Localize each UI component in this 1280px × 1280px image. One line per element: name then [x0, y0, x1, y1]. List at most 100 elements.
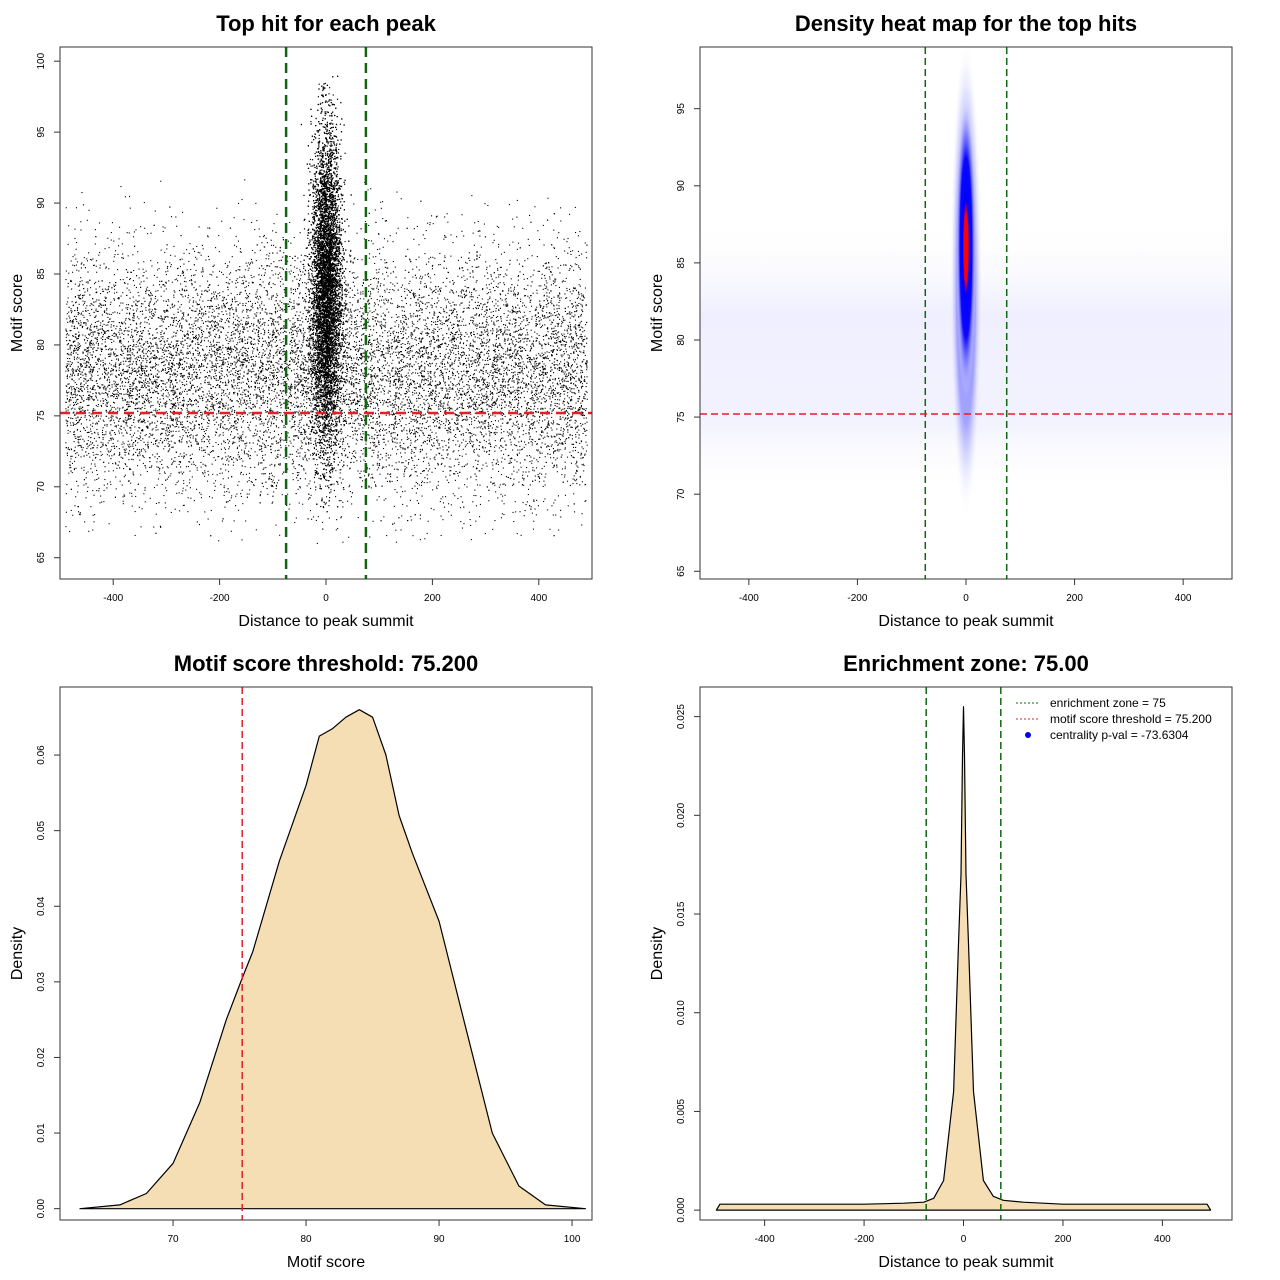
scatter-point	[527, 418, 529, 420]
scatter-point	[139, 408, 141, 410]
scatter-point	[532, 387, 534, 389]
scatter-point	[553, 296, 555, 298]
scatter-point	[413, 313, 415, 315]
scatter-point	[211, 369, 213, 371]
scatter-point	[452, 242, 454, 244]
scatter-point	[71, 312, 73, 314]
scatter-point	[281, 392, 283, 394]
scatter-point	[367, 427, 369, 429]
scatter-point	[129, 359, 131, 361]
scatter-point	[136, 316, 138, 318]
scatter-point	[82, 325, 84, 327]
scatter-point	[199, 369, 201, 371]
scatter-point	[128, 232, 130, 234]
scatter-point	[123, 338, 125, 340]
scatter-point	[288, 385, 290, 387]
scatter-point	[138, 393, 140, 395]
scatter-point	[198, 337, 200, 339]
scatter-point	[104, 311, 106, 313]
scatter-point	[417, 299, 419, 301]
scatter-point	[89, 329, 91, 331]
scatter-point	[427, 373, 429, 375]
scatter-point	[572, 359, 574, 361]
scatter-point	[420, 365, 422, 367]
scatter-point	[554, 278, 556, 280]
scatter-point	[147, 350, 149, 352]
scatter-point	[438, 444, 440, 446]
scatter-point	[83, 322, 85, 324]
scatter-point	[362, 282, 364, 284]
scatter-point	[546, 295, 548, 297]
scatter-point	[113, 393, 115, 395]
scatter-point	[273, 378, 275, 380]
scatter-point	[475, 406, 477, 408]
scatter-point	[214, 325, 216, 327]
scatter-point	[489, 390, 491, 392]
scatter-point	[129, 372, 131, 374]
scatter-point	[526, 384, 528, 386]
scatter-point	[324, 473, 326, 475]
scatter-point	[294, 396, 296, 398]
scatter-point	[347, 344, 349, 346]
scatter-point	[583, 296, 585, 298]
scatter-point	[141, 406, 143, 408]
scatter-point	[268, 420, 270, 422]
scatter-point	[414, 432, 416, 434]
scatter-point	[328, 421, 330, 423]
scatter-point	[231, 281, 233, 283]
scatter-point	[537, 408, 539, 410]
scatter-point	[273, 244, 275, 246]
scatter-point	[102, 398, 104, 400]
scatter-point	[179, 391, 181, 393]
scatter-point	[506, 326, 508, 328]
scatter-point	[427, 384, 429, 386]
scatter-point	[498, 309, 500, 311]
scatter-point	[201, 447, 203, 449]
scatter-point	[481, 446, 483, 448]
scatter-point	[240, 319, 242, 321]
scatter-point	[80, 408, 82, 410]
scatter-point	[270, 421, 272, 423]
scatter-point	[85, 324, 87, 326]
scatter-point	[298, 410, 300, 412]
scatter-point	[516, 410, 518, 412]
scatter-point	[365, 398, 367, 400]
scatter-point	[324, 376, 326, 378]
scatter-point	[576, 478, 578, 480]
scatter-point	[464, 335, 466, 337]
scatter-point	[274, 369, 276, 371]
scatter-point	[208, 311, 210, 313]
scatter-point	[230, 346, 232, 348]
scatter-point	[580, 375, 582, 377]
scatter-point	[257, 387, 259, 389]
scatter-point	[136, 305, 138, 307]
scatter-point	[264, 246, 266, 248]
scatter-point	[272, 479, 274, 481]
scatter-point	[383, 299, 385, 301]
scatter-point	[80, 263, 82, 265]
scatter-point	[83, 316, 85, 318]
scatter-point	[111, 415, 113, 417]
scatter-point	[287, 240, 289, 242]
scatter-point	[145, 451, 147, 453]
scatter-point	[261, 445, 263, 447]
scatter-point	[139, 418, 141, 420]
scatter-point	[85, 322, 87, 324]
scatter-point	[129, 388, 131, 390]
scatter-point	[438, 383, 440, 385]
scatter-point	[363, 394, 365, 396]
scatter-point	[412, 355, 414, 357]
scatter-point	[229, 422, 231, 424]
scatter-point	[298, 378, 300, 380]
scatter-point	[547, 381, 549, 383]
scatter-point	[468, 304, 470, 306]
scatter-point	[435, 323, 437, 325]
scatter-point	[486, 400, 488, 402]
scatter-point	[401, 369, 403, 371]
scatter-point	[502, 356, 504, 358]
scatter-point	[487, 404, 489, 406]
scatter-point	[139, 427, 141, 429]
scatter-point	[191, 340, 193, 342]
scatter-point	[571, 438, 573, 440]
scatter-point	[455, 393, 457, 395]
